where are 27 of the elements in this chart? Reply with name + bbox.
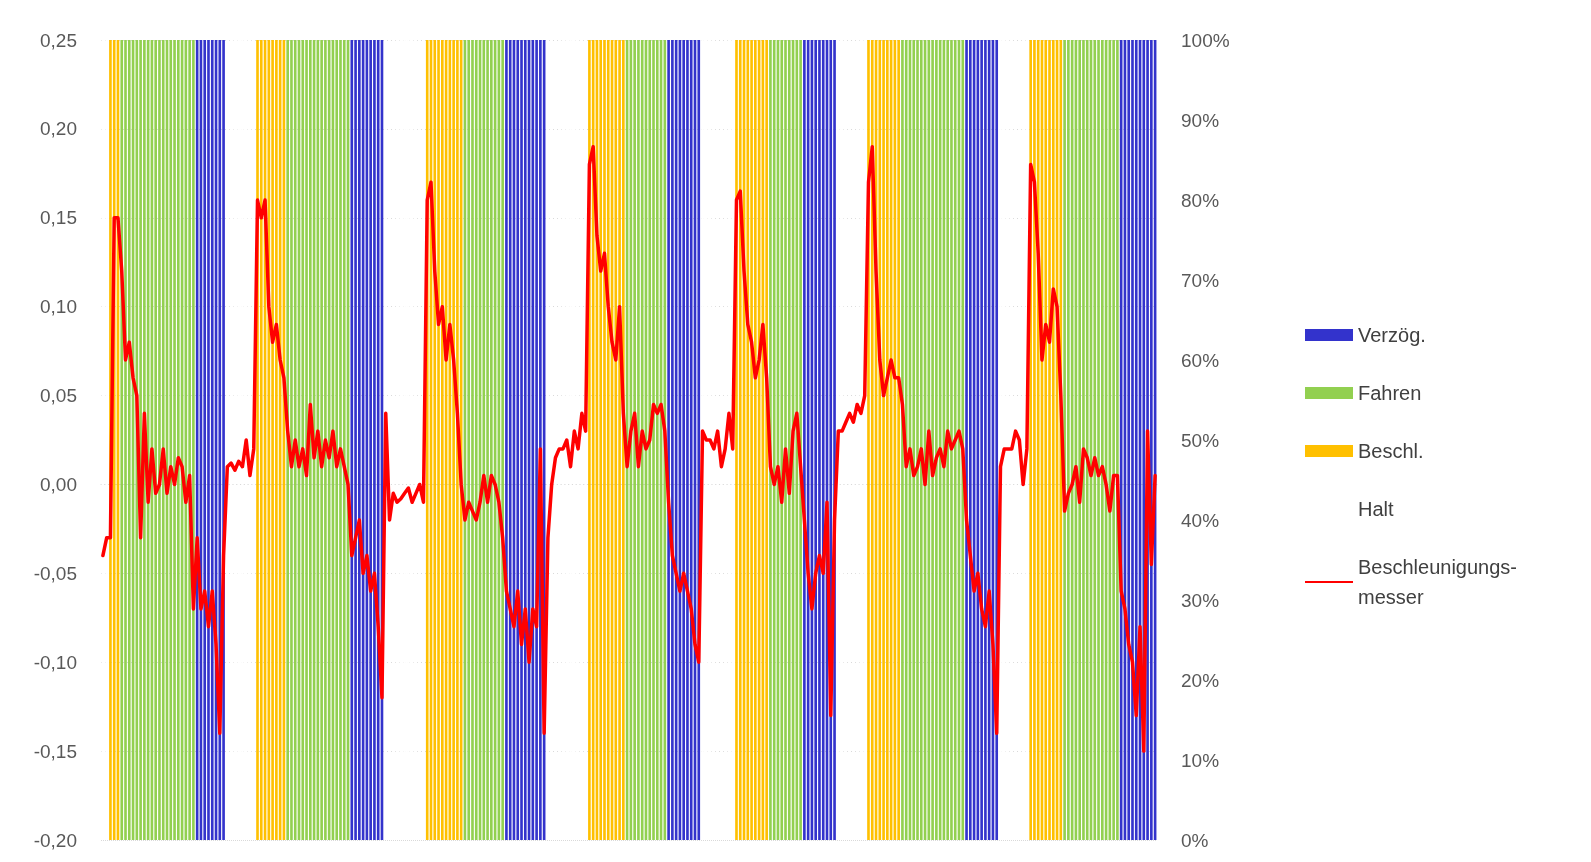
y2-tick-label: 100% <box>1181 29 1230 51</box>
legend-label: Beschleunigungs-messer <box>1358 556 1517 608</box>
y2-tick-label: 50% <box>1181 429 1220 451</box>
y-tick-label: 0,05 <box>40 385 77 407</box>
y-tick-label: -0,10 <box>33 651 77 673</box>
y2-tick-label: 80% <box>1181 189 1220 211</box>
y-tick-label: -0,05 <box>33 562 77 584</box>
y-tick-label: 0,00 <box>40 473 77 495</box>
y2-tick-label: 90% <box>1181 109 1220 131</box>
y-tick-label: 0,15 <box>40 207 77 229</box>
legend-label: Verzög. <box>1358 324 1426 346</box>
y2-tick-label: 10% <box>1181 749 1220 771</box>
y-tick-label: -0,15 <box>33 740 77 762</box>
legend-label: Beschl. <box>1358 440 1424 462</box>
text: Halt <box>1358 498 1395 520</box>
y2-tick-label: 30% <box>1181 589 1220 611</box>
y2-tick-label: 20% <box>1181 669 1220 691</box>
y-tick-label: 0,20 <box>40 118 77 140</box>
y2-tick-label: 60% <box>1181 349 1220 371</box>
y2-tick-label: 40% <box>1181 509 1220 531</box>
y-tick-label: -0,20 <box>33 829 77 851</box>
y-tick-label: 0,25 <box>40 29 77 51</box>
line-series <box>101 144 1157 753</box>
y2-tick-label: 0% <box>1181 829 1209 851</box>
legend-label: Fahren <box>1358 382 1422 404</box>
y-tick-label: 0,10 <box>40 296 77 318</box>
y2-tick-label: 70% <box>1181 269 1220 291</box>
